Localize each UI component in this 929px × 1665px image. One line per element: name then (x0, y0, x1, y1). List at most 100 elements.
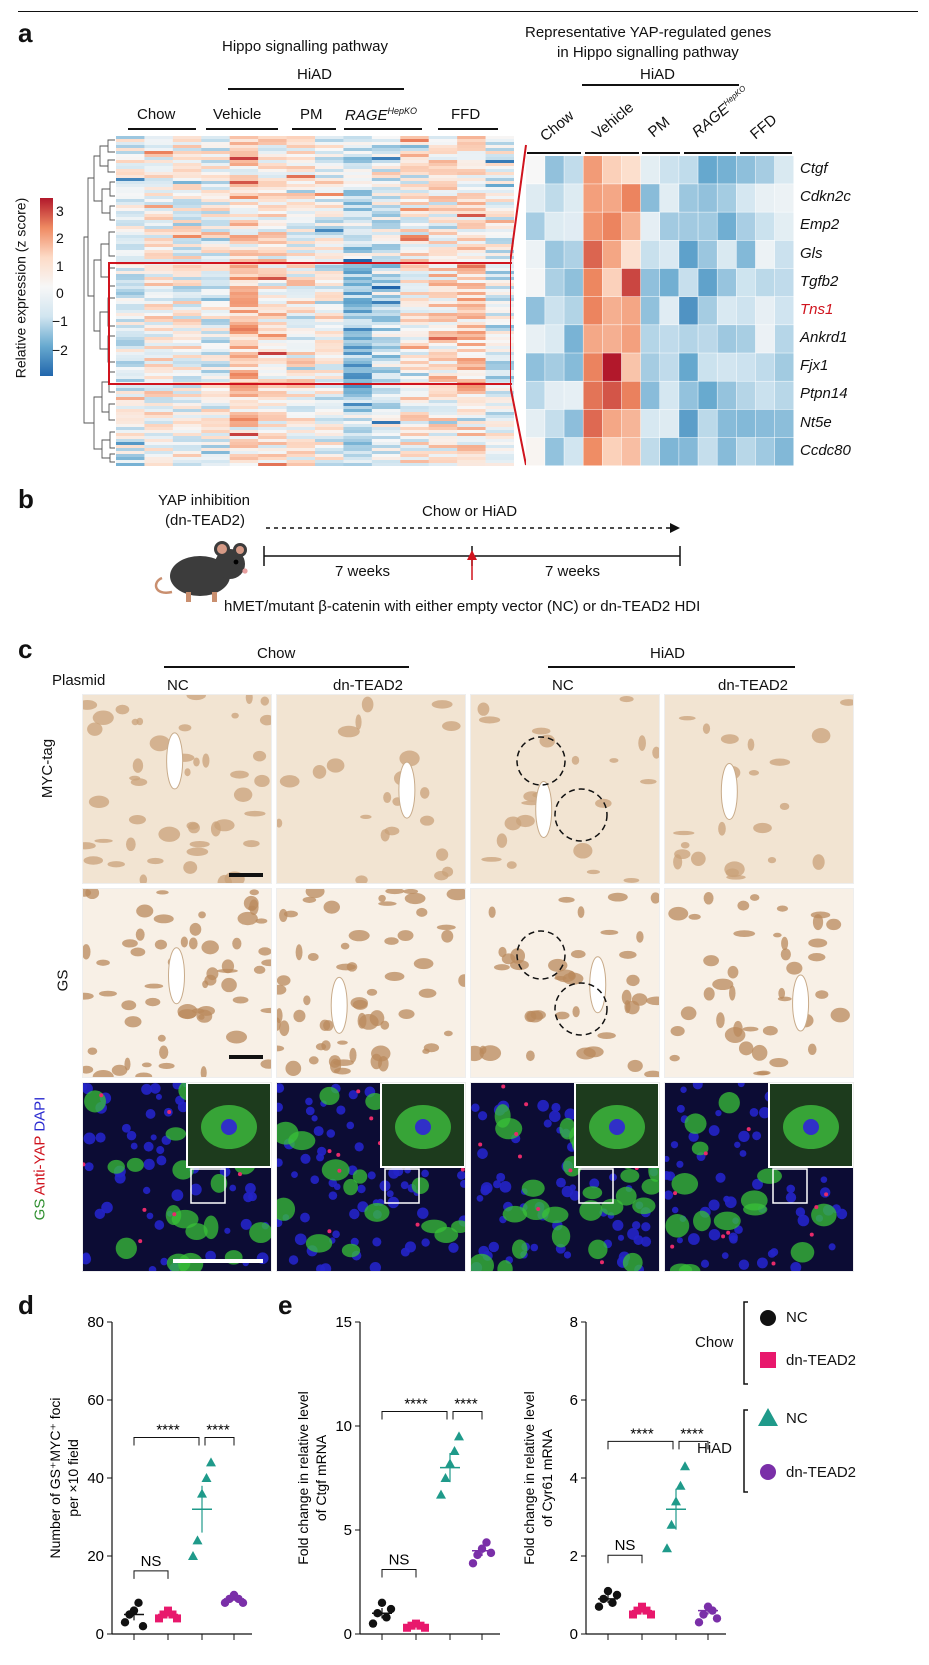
weeks-label-1: 7 weeks (335, 563, 391, 580)
heatmap-cell (343, 220, 373, 224)
heatmap-cell (343, 343, 373, 347)
heatmap-cell (286, 313, 316, 317)
heatmap-cell (258, 313, 287, 317)
heatmap-cell (315, 328, 344, 332)
heatmap-cell (172, 421, 202, 425)
heatmap-cell (485, 259, 514, 263)
heatmap-cell (315, 364, 344, 368)
y-axis-label: Fold change in relative level of Cyr61 mR… (521, 1391, 555, 1565)
heatmap-cell (457, 214, 486, 218)
gene-heatmap-cell (698, 409, 717, 438)
heatmap-cell (485, 316, 514, 320)
heatmap-cell (229, 169, 259, 173)
heatmap-cell (371, 274, 401, 278)
heatmap-cell (172, 241, 202, 245)
heatmap-cell (400, 406, 430, 410)
heatmap-cell (172, 367, 202, 371)
heatmap-cell (343, 187, 373, 191)
heatmap-cell (201, 418, 231, 422)
heatmap-cell (201, 391, 231, 395)
heatmap-cell (485, 238, 514, 242)
heatmap-cell (286, 451, 316, 455)
bracket-ffd (438, 128, 498, 130)
heatmap-cell (286, 181, 316, 185)
data-point (386, 1604, 396, 1614)
heatmap-cell (172, 448, 202, 452)
heatmap-cell (172, 397, 202, 401)
heatmap-cell (286, 211, 316, 215)
heatmap-cell (343, 283, 373, 287)
heatmap-cell (315, 385, 344, 389)
gene-heatmap-cell (755, 212, 775, 241)
heatmap-cell (172, 196, 202, 200)
heatmap-cell (144, 148, 174, 152)
data-point (638, 1602, 646, 1611)
heatmap-cell (116, 454, 145, 458)
heatmap-cell (485, 445, 514, 449)
heatmap-cell (116, 325, 145, 329)
heatmap-cell (315, 142, 344, 146)
gene-heatmap-cell (717, 296, 737, 325)
heatmap-cell (428, 433, 458, 437)
heatmap-cell (400, 460, 430, 464)
heatmap-cell (343, 457, 373, 461)
heatmap-cell (485, 274, 514, 278)
heatmap-cell (315, 304, 344, 308)
heatmap-cell (201, 163, 231, 167)
heatmap-cell (457, 220, 486, 224)
heatmap-cell (485, 169, 514, 173)
heatmap-cell (201, 208, 231, 212)
heatmap-cell (457, 421, 486, 425)
heatmap-cell (315, 340, 344, 344)
heatmap-cell (286, 412, 316, 416)
heatmap-cell (315, 214, 344, 218)
heatmap-cell (201, 229, 231, 233)
heatmap-cell (485, 151, 514, 155)
heatmap-cell (343, 313, 373, 317)
heatmap-cell (116, 310, 145, 314)
heatmap-cell (144, 229, 174, 233)
heatmap-cell (343, 139, 373, 143)
heatmap-cell (428, 400, 458, 404)
heatmap-cell (144, 328, 174, 332)
gene-heatmap-cell (698, 381, 717, 410)
heatmap-cell (286, 439, 316, 443)
heatmap-cell (286, 193, 316, 197)
heatmap-cell (457, 148, 486, 152)
heatmap-cell (457, 412, 486, 416)
heatmap-cell (485, 457, 514, 461)
heatmap-cell (371, 307, 401, 311)
heatmap-cell (286, 454, 316, 458)
gene-heatmap-cell (736, 240, 756, 269)
heatmap-cell (258, 346, 287, 350)
heatmap-cell (457, 154, 486, 158)
heatmap-cell (258, 181, 287, 185)
heatmap-cell (229, 244, 259, 248)
heatmap-cell (258, 328, 287, 332)
heatmap-cell (428, 313, 458, 317)
heatmap-cell (400, 313, 430, 317)
heatmap-cell (428, 406, 458, 410)
heatmap-cell (400, 160, 430, 164)
heatmap-cell (428, 289, 458, 293)
heatmap-cell (343, 160, 373, 164)
heatmap-cell (315, 397, 344, 401)
heatmap-cell (116, 166, 145, 170)
heatmap-cell (144, 166, 174, 170)
heatmap-cell (229, 463, 259, 466)
heatmap-cell (485, 346, 514, 350)
heatmap-cell (286, 136, 316, 140)
heatmap-cell (457, 373, 486, 377)
heatmap-cell (400, 394, 430, 398)
heatmap-cell (315, 460, 344, 464)
heatmap-cell (258, 196, 287, 200)
heatmap-cell (485, 370, 514, 374)
heatmap-cell (343, 226, 373, 230)
heatmap-cell (258, 214, 287, 218)
heatmap-cell (286, 364, 316, 368)
heatmap-cell (116, 217, 145, 221)
heatmap-cell (428, 421, 458, 425)
heatmap-cell (371, 415, 401, 419)
heatmap-cell (116, 223, 145, 227)
heatmap-cell (400, 208, 430, 212)
